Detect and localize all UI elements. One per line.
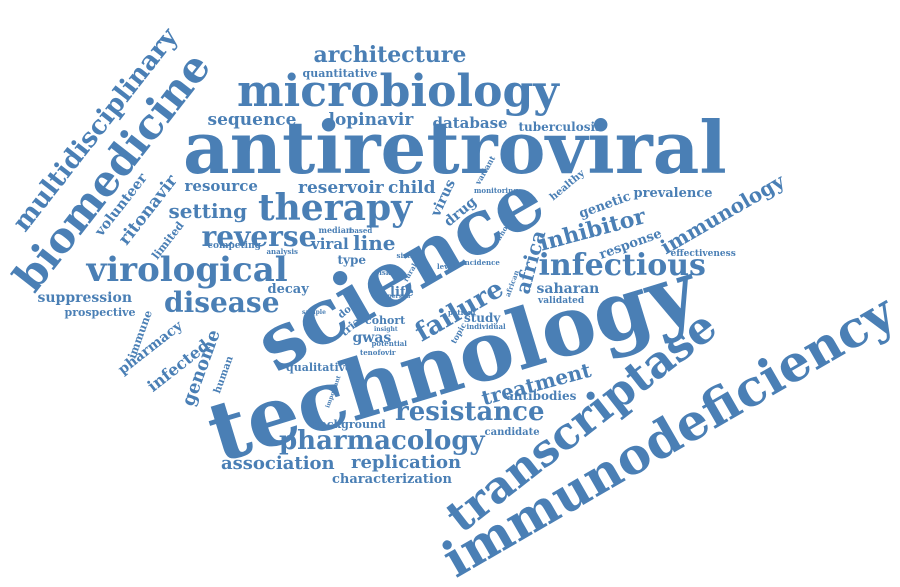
word-risk: risk — [375, 267, 391, 277]
word-background: background — [312, 417, 386, 431]
word-patient: patient — [448, 307, 477, 317]
word-validated: validated — [538, 295, 585, 306]
word-reverse: reverse — [201, 220, 317, 253]
word-incidence: incidence — [462, 257, 500, 267]
word-database: database — [432, 113, 508, 132]
word-analysis: analysis — [266, 246, 298, 256]
word-infectious: infectious — [538, 248, 706, 283]
word-prospective: prospective — [64, 305, 136, 319]
word-resistance: resistance — [395, 397, 545, 427]
word-association: association — [221, 453, 335, 474]
word-person: person — [387, 293, 411, 300]
word-potential: potential — [371, 338, 407, 348]
word-effectiveness: effectiveness — [670, 248, 736, 259]
word-lopinavir: lopinavir — [328, 109, 414, 130]
word-reservoir: reservoir — [298, 177, 384, 198]
word-insight: insight — [374, 326, 398, 333]
word-candidate: candidate — [484, 427, 540, 438]
word-competing: competing — [207, 240, 261, 251]
word-sequence: sequence — [207, 109, 297, 130]
word-resource: resource — [184, 176, 258, 195]
word-decay: decay — [267, 281, 309, 297]
word-antibodies: antibodies — [506, 389, 577, 403]
word-median: median — [318, 225, 352, 235]
word-line: line — [353, 231, 396, 255]
word-sample: sample — [302, 309, 326, 316]
word-level: level — [437, 261, 456, 271]
word-life: life — [390, 284, 414, 300]
word-individual: individual — [466, 321, 506, 331]
word-cohort: cohort — [365, 313, 406, 327]
word-type: type — [337, 253, 367, 267]
word-monitoring: monitoring — [474, 185, 519, 195]
word-disease: disease — [164, 286, 280, 319]
word-quantitative: quantitative — [302, 66, 378, 80]
word-architecture: architecture — [313, 42, 467, 68]
word-tenofovir: tenofovir — [360, 347, 396, 357]
word-setting: setting — [168, 199, 248, 223]
word-suppression: suppression — [37, 290, 133, 306]
word-antiretroviral: antiretroviral — [183, 105, 727, 190]
word-qualitative: qualitative — [286, 360, 353, 374]
word-study: study — [464, 311, 501, 325]
word-gwas: gwas — [352, 330, 392, 346]
word-characterization: characterization — [332, 471, 452, 487]
word-pharmacology: pharmacology — [279, 426, 485, 456]
word-virological: virological — [86, 250, 288, 290]
word-prevalence: prevalence — [633, 185, 713, 201]
word-based: based — [349, 225, 373, 235]
word-tuberculosis: tuberculosis — [518, 120, 602, 134]
word-child: child — [388, 177, 436, 198]
word-replication: replication — [351, 452, 462, 473]
word-size: size — [396, 250, 412, 260]
word-microbiology: microbiology — [237, 66, 559, 117]
word-viral: viral — [311, 234, 349, 253]
word-saharan: saharan — [536, 281, 600, 297]
word-therapy: therapy — [258, 187, 413, 229]
